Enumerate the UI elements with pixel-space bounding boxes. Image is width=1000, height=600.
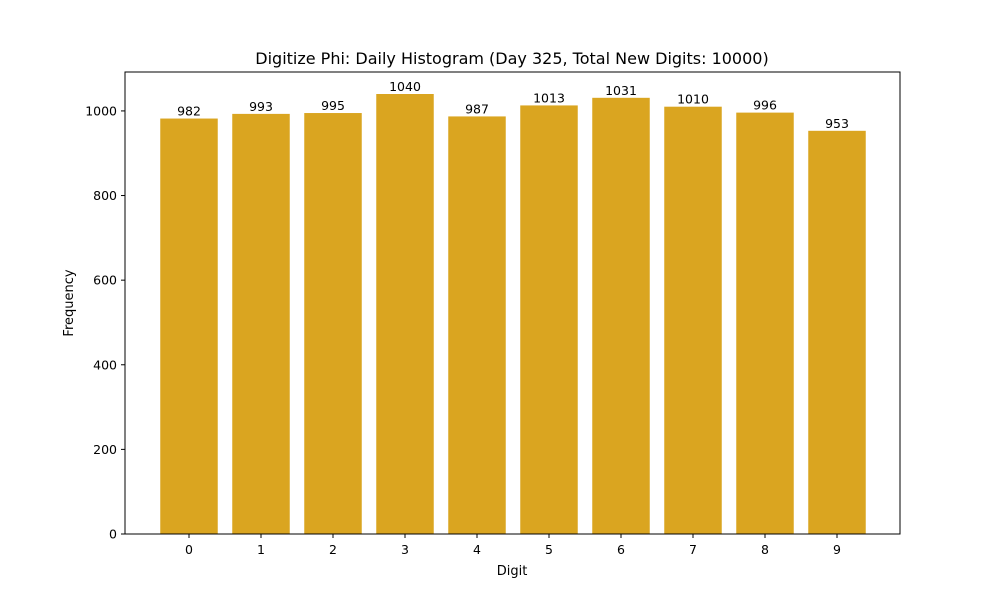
bar-digit-3: [376, 94, 434, 534]
data-label-digit-0: 982: [177, 104, 201, 119]
y-tick-label: 200: [93, 442, 117, 457]
data-label-digit-1: 993: [249, 99, 273, 114]
data-label-digit-6: 1031: [605, 83, 637, 98]
bar-digit-7: [664, 106, 722, 534]
y-axis-label: Frequency: [62, 269, 77, 336]
data-label-digit-8: 996: [753, 98, 777, 113]
plot-frame: [124, 71, 901, 535]
data-label-digit-3: 1040: [389, 79, 421, 94]
x-tick-label: 5: [545, 542, 553, 557]
data-label-digit-4: 987: [465, 101, 489, 116]
x-tick-label: 9: [833, 542, 841, 557]
y-tick-label: 600: [93, 273, 117, 288]
x-tick-label: 2: [329, 542, 337, 557]
chart-title: Digitize Phi: Daily Histogram (Day 325, …: [255, 49, 768, 68]
data-label-digit-7: 1010: [677, 92, 709, 107]
bar-digit-0: [160, 118, 218, 535]
y-tick-label: 0: [109, 527, 117, 542]
y-tick-label: 400: [93, 357, 117, 372]
x-tick-label: 1: [257, 542, 265, 557]
y-tick-label: 800: [93, 188, 117, 203]
bar-digit-5: [520, 105, 578, 534]
x-tick-label: 3: [401, 542, 409, 557]
y-tick-label: 1000: [85, 103, 117, 118]
x-tick-label: 0: [185, 542, 193, 557]
x-tick-label: 8: [761, 542, 769, 557]
x-axis-label: Digit: [497, 564, 528, 579]
x-tick-label: 4: [473, 542, 481, 557]
data-label-digit-2: 995: [321, 98, 345, 113]
x-tick-label: 6: [617, 542, 625, 557]
bar-digit-1: [232, 113, 290, 534]
data-label-digit-9: 953: [825, 116, 849, 131]
x-axis-ticks: 0 1 2 3 4 5 6 7 8 9: [185, 534, 841, 557]
bar-digit-2: [304, 113, 362, 535]
bar-digit-4: [448, 116, 506, 534]
bar-digit-6: [592, 97, 650, 535]
y-axis-ticks: 0 200 400 600 800 1000: [85, 103, 125, 542]
x-tick-label: 7: [689, 542, 697, 557]
bar-digit-8: [736, 112, 794, 534]
bar-digit-9: [808, 130, 866, 535]
data-label-digit-5: 1013: [533, 90, 565, 105]
data-labels-layer: 982 993 995 1040 987 1013 1031 1010 996 953: [177, 79, 849, 131]
bars-layer: [160, 94, 866, 535]
